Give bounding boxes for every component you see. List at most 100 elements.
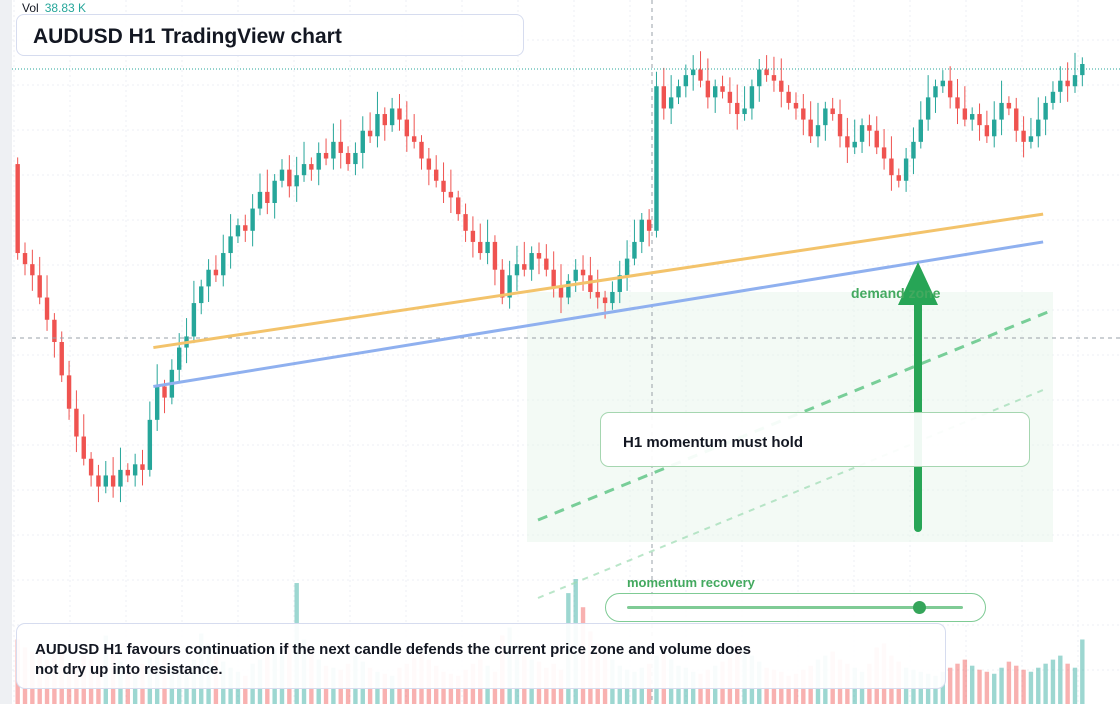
candle-body <box>81 436 86 459</box>
volume-bar <box>940 671 946 704</box>
candle-body <box>279 169 285 181</box>
candle-body <box>59 342 64 376</box>
candle-body <box>698 69 703 81</box>
candle-body <box>367 130 373 137</box>
candle-body <box>360 130 365 153</box>
left-sidebar-edge <box>0 0 12 704</box>
candle-body <box>786 91 791 103</box>
volume-bar <box>243 675 248 704</box>
candle-body <box>969 114 975 120</box>
candle-body <box>690 69 696 76</box>
candle-body <box>925 97 931 120</box>
candle-body <box>478 241 483 254</box>
candle-body <box>903 158 909 181</box>
candle-body <box>353 152 358 165</box>
candle-body <box>1080 64 1085 76</box>
chart-title-card: AUDUSD H1 TradingView chart <box>16 14 524 56</box>
candle-body <box>1043 102 1048 120</box>
candle-body <box>221 253 226 276</box>
candle-body <box>243 225 248 231</box>
candle-body <box>514 264 520 276</box>
volume-bar <box>1028 671 1034 704</box>
volume-bar <box>1065 663 1070 704</box>
candle-body <box>199 286 204 304</box>
candle-body <box>580 269 586 276</box>
candle-body <box>456 197 461 215</box>
candle-body <box>500 269 505 298</box>
candle-body <box>588 275 593 292</box>
candle-body <box>132 464 138 476</box>
volume-bar <box>984 671 990 704</box>
candle-body <box>441 180 446 192</box>
candle-body <box>668 97 674 109</box>
candle-body <box>1006 102 1012 109</box>
volume-bar <box>962 659 968 704</box>
candle-body <box>426 158 432 170</box>
candle-body <box>492 241 498 270</box>
candle-body <box>573 269 578 281</box>
candle-body <box>859 125 865 142</box>
candle-body <box>632 241 637 259</box>
candle-body <box>338 141 343 153</box>
candle-body <box>411 136 417 142</box>
candle-body <box>470 230 476 242</box>
volume-bar <box>947 667 953 704</box>
candle-body <box>96 475 101 487</box>
momentum-slider[interactable] <box>605 593 986 622</box>
volume-readout: Vol 38.83 K <box>22 1 86 15</box>
candle-body <box>889 158 894 176</box>
candle-body <box>874 130 879 148</box>
candle-body <box>551 269 556 287</box>
candle-body <box>177 347 182 370</box>
volume-bar <box>1006 661 1012 704</box>
candle-body <box>720 86 725 92</box>
candle-body <box>15 164 20 254</box>
trend-lines[interactable] <box>153 212 1044 388</box>
candle-body <box>37 275 42 298</box>
momentum-slider-label: momentum recovery <box>627 575 755 590</box>
candle-body <box>257 191 263 209</box>
candle-body <box>617 275 622 292</box>
trend-line-orange <box>153 212 1044 350</box>
candle-body <box>602 297 608 304</box>
candle-body <box>764 69 769 76</box>
volume-label: Vol <box>22 1 39 15</box>
volume-bar <box>933 675 938 704</box>
candle-body <box>947 80 953 98</box>
candle-body <box>977 114 982 126</box>
candle-body <box>235 225 241 237</box>
demand-zone-label: demand zone <box>851 285 941 301</box>
candle-body <box>940 80 946 87</box>
candle-body <box>837 114 843 137</box>
candle-body <box>507 275 512 298</box>
volume-value: 38.83 K <box>44 1 87 15</box>
momentum-note-card[interactable]: H1 momentum must hold <box>600 412 1030 467</box>
candle-body <box>713 86 718 98</box>
candle-body <box>331 141 336 159</box>
candle-body <box>1014 108 1019 131</box>
candle-body <box>463 214 468 231</box>
slider-thumb[interactable] <box>913 601 927 614</box>
candle-body <box>757 69 762 87</box>
candle-body <box>624 258 630 276</box>
candle-body <box>881 147 887 159</box>
candle-body <box>595 291 600 298</box>
volume-bar <box>1021 669 1026 704</box>
candle-body <box>419 141 424 159</box>
candle-body <box>103 475 108 487</box>
volume-bar <box>1036 667 1041 704</box>
chart-title: AUDUSD H1 TradingView chart <box>33 25 342 48</box>
volume-bar <box>1080 639 1085 704</box>
candle-body <box>52 319 57 342</box>
candle-body <box>779 80 784 92</box>
candle-body <box>911 141 916 159</box>
candle-body <box>433 169 439 181</box>
candle-body <box>536 253 542 259</box>
candle-body <box>661 86 667 109</box>
candle-body <box>742 108 747 115</box>
candle-body <box>272 180 277 203</box>
candlesticks <box>15 51 1085 503</box>
candle-body <box>646 219 652 231</box>
volume-bar <box>1043 663 1048 704</box>
